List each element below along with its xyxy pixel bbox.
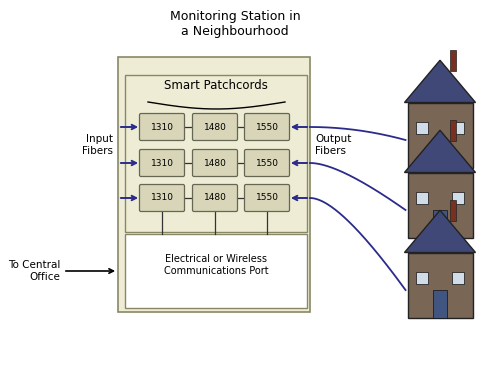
Bar [416, 122, 428, 134]
Bar [433, 290, 447, 318]
Text: 1550: 1550 [256, 158, 278, 168]
Text: 1480: 1480 [204, 122, 227, 131]
Text: Smart Patchcords: Smart Patchcords [164, 79, 268, 92]
Text: Monitoring Station in
a Neighbourhood: Monitoring Station in a Neighbourhood [170, 10, 300, 38]
Text: Input
Fibers: Input Fibers [82, 134, 113, 156]
Bar [416, 192, 428, 204]
Bar [433, 210, 447, 238]
Bar [452, 122, 464, 134]
Text: 1310: 1310 [150, 122, 174, 131]
Bar [408, 173, 472, 238]
Bar [408, 103, 472, 168]
FancyBboxPatch shape [244, 185, 290, 212]
Bar [125, 234, 307, 308]
Text: To Central
Office: To Central Office [8, 260, 60, 282]
Text: 1310: 1310 [150, 158, 174, 168]
FancyBboxPatch shape [192, 185, 238, 212]
FancyBboxPatch shape [244, 114, 290, 141]
FancyBboxPatch shape [140, 114, 184, 141]
FancyBboxPatch shape [140, 149, 184, 176]
FancyBboxPatch shape [140, 185, 184, 212]
Polygon shape [404, 210, 475, 252]
Text: 1550: 1550 [256, 193, 278, 203]
Polygon shape [404, 60, 475, 103]
Text: Electrical or Wireless
Communications Port: Electrical or Wireless Communications Po… [164, 254, 268, 276]
Text: Output
Fibers: Output Fibers [315, 134, 352, 156]
Bar [408, 252, 472, 318]
FancyBboxPatch shape [244, 149, 290, 176]
Bar [452, 272, 464, 284]
Bar [452, 192, 464, 204]
Bar [118, 57, 310, 312]
Bar [416, 272, 428, 284]
Text: 1310: 1310 [150, 193, 174, 203]
Bar [450, 200, 456, 221]
Bar [450, 50, 456, 71]
Bar [433, 140, 447, 168]
Bar [450, 120, 456, 141]
Text: 1480: 1480 [204, 158, 227, 168]
Bar [125, 75, 307, 232]
Text: 1480: 1480 [204, 193, 227, 203]
FancyBboxPatch shape [192, 149, 238, 176]
Text: 1550: 1550 [256, 122, 278, 131]
Polygon shape [404, 130, 475, 173]
FancyBboxPatch shape [192, 114, 238, 141]
